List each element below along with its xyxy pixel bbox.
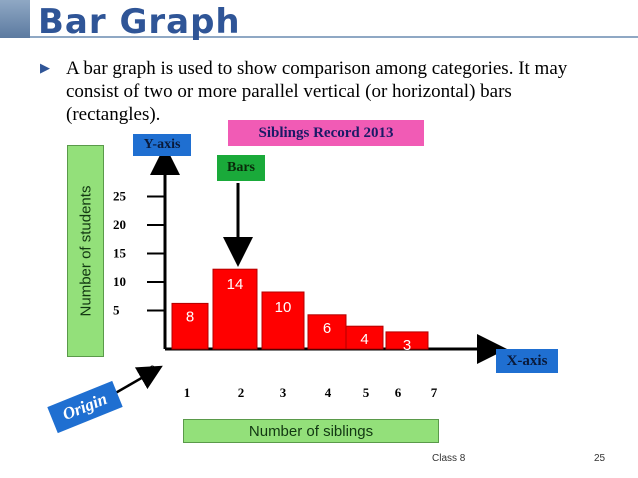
bar-value-label: 10: [275, 299, 292, 316]
y-axis-title: Number of students: [77, 185, 94, 317]
y-axis-callout: Y-axis: [133, 134, 191, 156]
y-tick-label: 5: [113, 303, 120, 318]
bar-value-label: 6: [323, 320, 331, 337]
x-tick-label: 7: [431, 385, 438, 400]
bar-value-label: 14: [227, 276, 244, 293]
title-rule: [30, 36, 638, 38]
x-tick-label: 5: [363, 385, 370, 400]
bar: [171, 302, 209, 350]
corner-decoration: [0, 0, 30, 38]
slide-title: Bar Graph: [38, 2, 241, 42]
chart-title-badge: Siblings Record 2013: [228, 120, 424, 146]
bar-value-label: 8: [186, 308, 194, 325]
x-axis-title: Number of siblings: [183, 419, 439, 443]
bar: [261, 291, 305, 350]
x-tick-label: 4: [325, 385, 332, 400]
y-tick-label: 25: [113, 189, 127, 204]
y-axis-title-box: Number of students: [67, 145, 104, 357]
bar-value-label: 4: [360, 331, 368, 348]
x-tick-label: 1: [184, 385, 191, 400]
x-tick-label: 3: [280, 385, 287, 400]
x-tick-label: 2: [238, 385, 245, 400]
bar: [212, 268, 258, 350]
bullet-item: ▶ A bar graph is used to show comparison…: [40, 57, 600, 126]
origin-pointer-arrow: [111, 365, 163, 397]
bar: [307, 314, 347, 350]
page-number: 25: [594, 453, 606, 464]
x-tick-label: 6: [395, 385, 402, 400]
footer-class-label: Class 8: [432, 453, 466, 464]
bars-callout: Bars: [217, 155, 265, 181]
bullet-text: A bar graph is used to show comparison a…: [66, 58, 568, 125]
y-tick-label: 15: [113, 246, 127, 261]
y-tick-label: 20: [113, 217, 126, 232]
y-tick-label: 10: [113, 274, 126, 289]
bar-value-label: 3: [403, 337, 411, 354]
bar: [385, 331, 429, 350]
bullet-arrow-icon: ▶: [40, 61, 50, 76]
origin-zero-label: 0: [149, 362, 156, 377]
bar: [345, 325, 384, 350]
x-axis-callout: X-axis: [496, 349, 558, 373]
